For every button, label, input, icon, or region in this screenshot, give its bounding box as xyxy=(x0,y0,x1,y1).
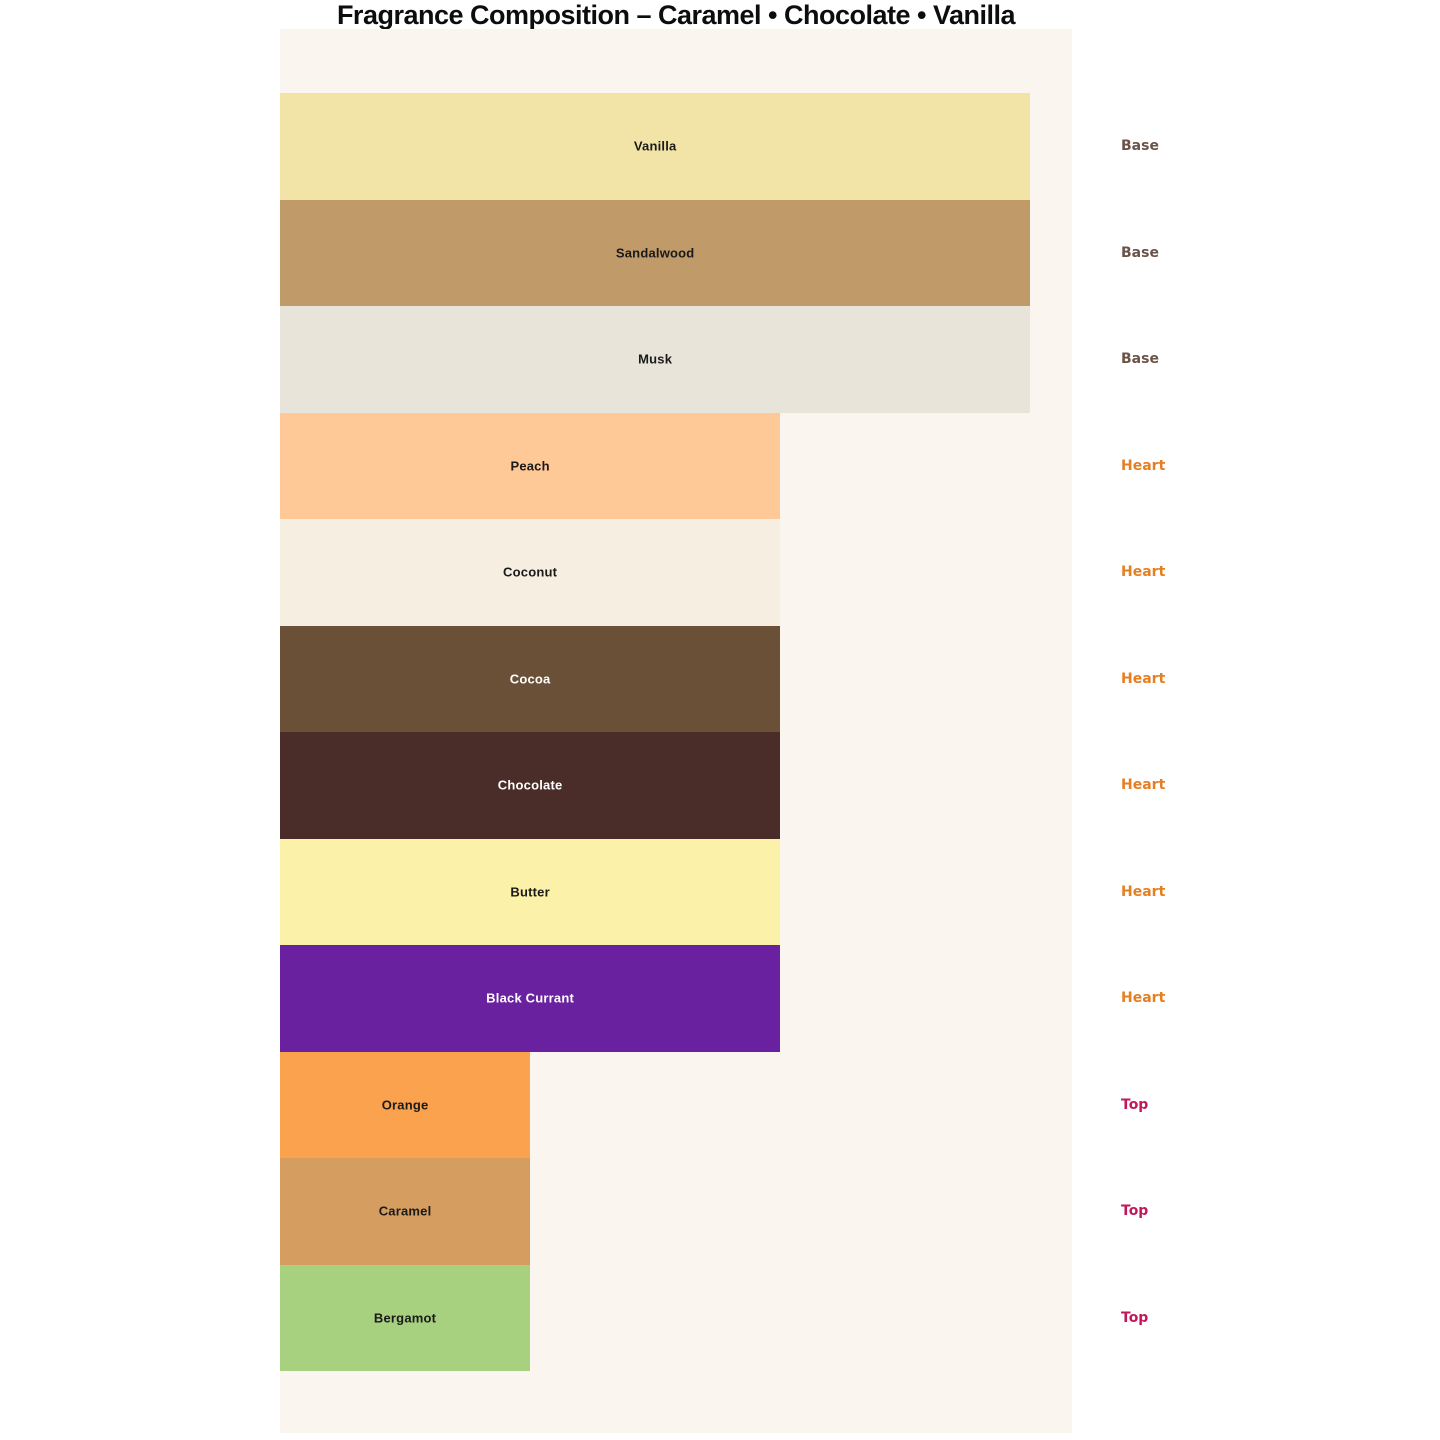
layer-label-black-currant: Heart xyxy=(1121,990,1166,1007)
bar-label-musk: Musk xyxy=(638,351,673,367)
bar-chocolate: Chocolate xyxy=(280,732,781,839)
bar-label-butter: Butter xyxy=(510,884,550,900)
bar-black-currant: Black Currant xyxy=(280,945,781,1052)
bar-label-caramel: Caramel xyxy=(378,1203,432,1219)
layer-label-butter: Heart xyxy=(1121,883,1166,900)
layer-label-peach: Heart xyxy=(1121,457,1166,474)
layer-label-musk: Base xyxy=(1121,351,1159,368)
bar-label-black-currant: Black Currant xyxy=(486,990,575,1006)
bar-coconut: Coconut xyxy=(280,519,781,626)
bar-vanilla: Vanilla xyxy=(280,93,1031,200)
layer-label-bergamot: Top xyxy=(1121,1309,1149,1326)
bar-peach: Peach xyxy=(280,412,781,519)
bar-label-peach: Peach xyxy=(510,458,550,474)
layer-label-chocolate: Heart xyxy=(1121,777,1166,794)
bar-bergamot: Bergamot xyxy=(280,1264,531,1371)
layer-label-vanilla: Base xyxy=(1121,138,1159,155)
bar-label-orange: Orange xyxy=(381,1097,429,1113)
chart-title: Fragrance Composition – Caramel • Chocol… xyxy=(336,0,1016,30)
layer-label-cocoa: Heart xyxy=(1121,670,1166,687)
bar-butter: Butter xyxy=(280,838,781,945)
bar-label-bergamot: Bergamot xyxy=(373,1310,437,1326)
layer-label-orange: Top xyxy=(1121,1096,1149,1113)
plot-area: Vanilla Sandalwood Musk Peach Coconut Cocoa Ch… xyxy=(280,29,1072,1433)
bar-sandalwood: Sandalwood xyxy=(280,199,1031,306)
layer-label-caramel: Top xyxy=(1121,1203,1149,1220)
layer-label-sandalwood: Base xyxy=(1121,244,1159,261)
bar-orange: Orange xyxy=(280,1051,531,1158)
bar-musk: Musk xyxy=(280,306,1031,413)
bar-cocoa: Cocoa xyxy=(280,625,781,732)
bar-label-vanilla: Vanilla xyxy=(633,138,677,154)
bar-label-sandalwood: Sandalwood xyxy=(615,245,695,261)
bar-caramel: Caramel xyxy=(280,1158,531,1265)
bar-label-cocoa: Cocoa xyxy=(509,671,551,687)
layer-label-coconut: Heart xyxy=(1121,564,1166,581)
bar-label-chocolate: Chocolate xyxy=(497,777,563,793)
bar-label-coconut: Coconut xyxy=(503,564,558,580)
